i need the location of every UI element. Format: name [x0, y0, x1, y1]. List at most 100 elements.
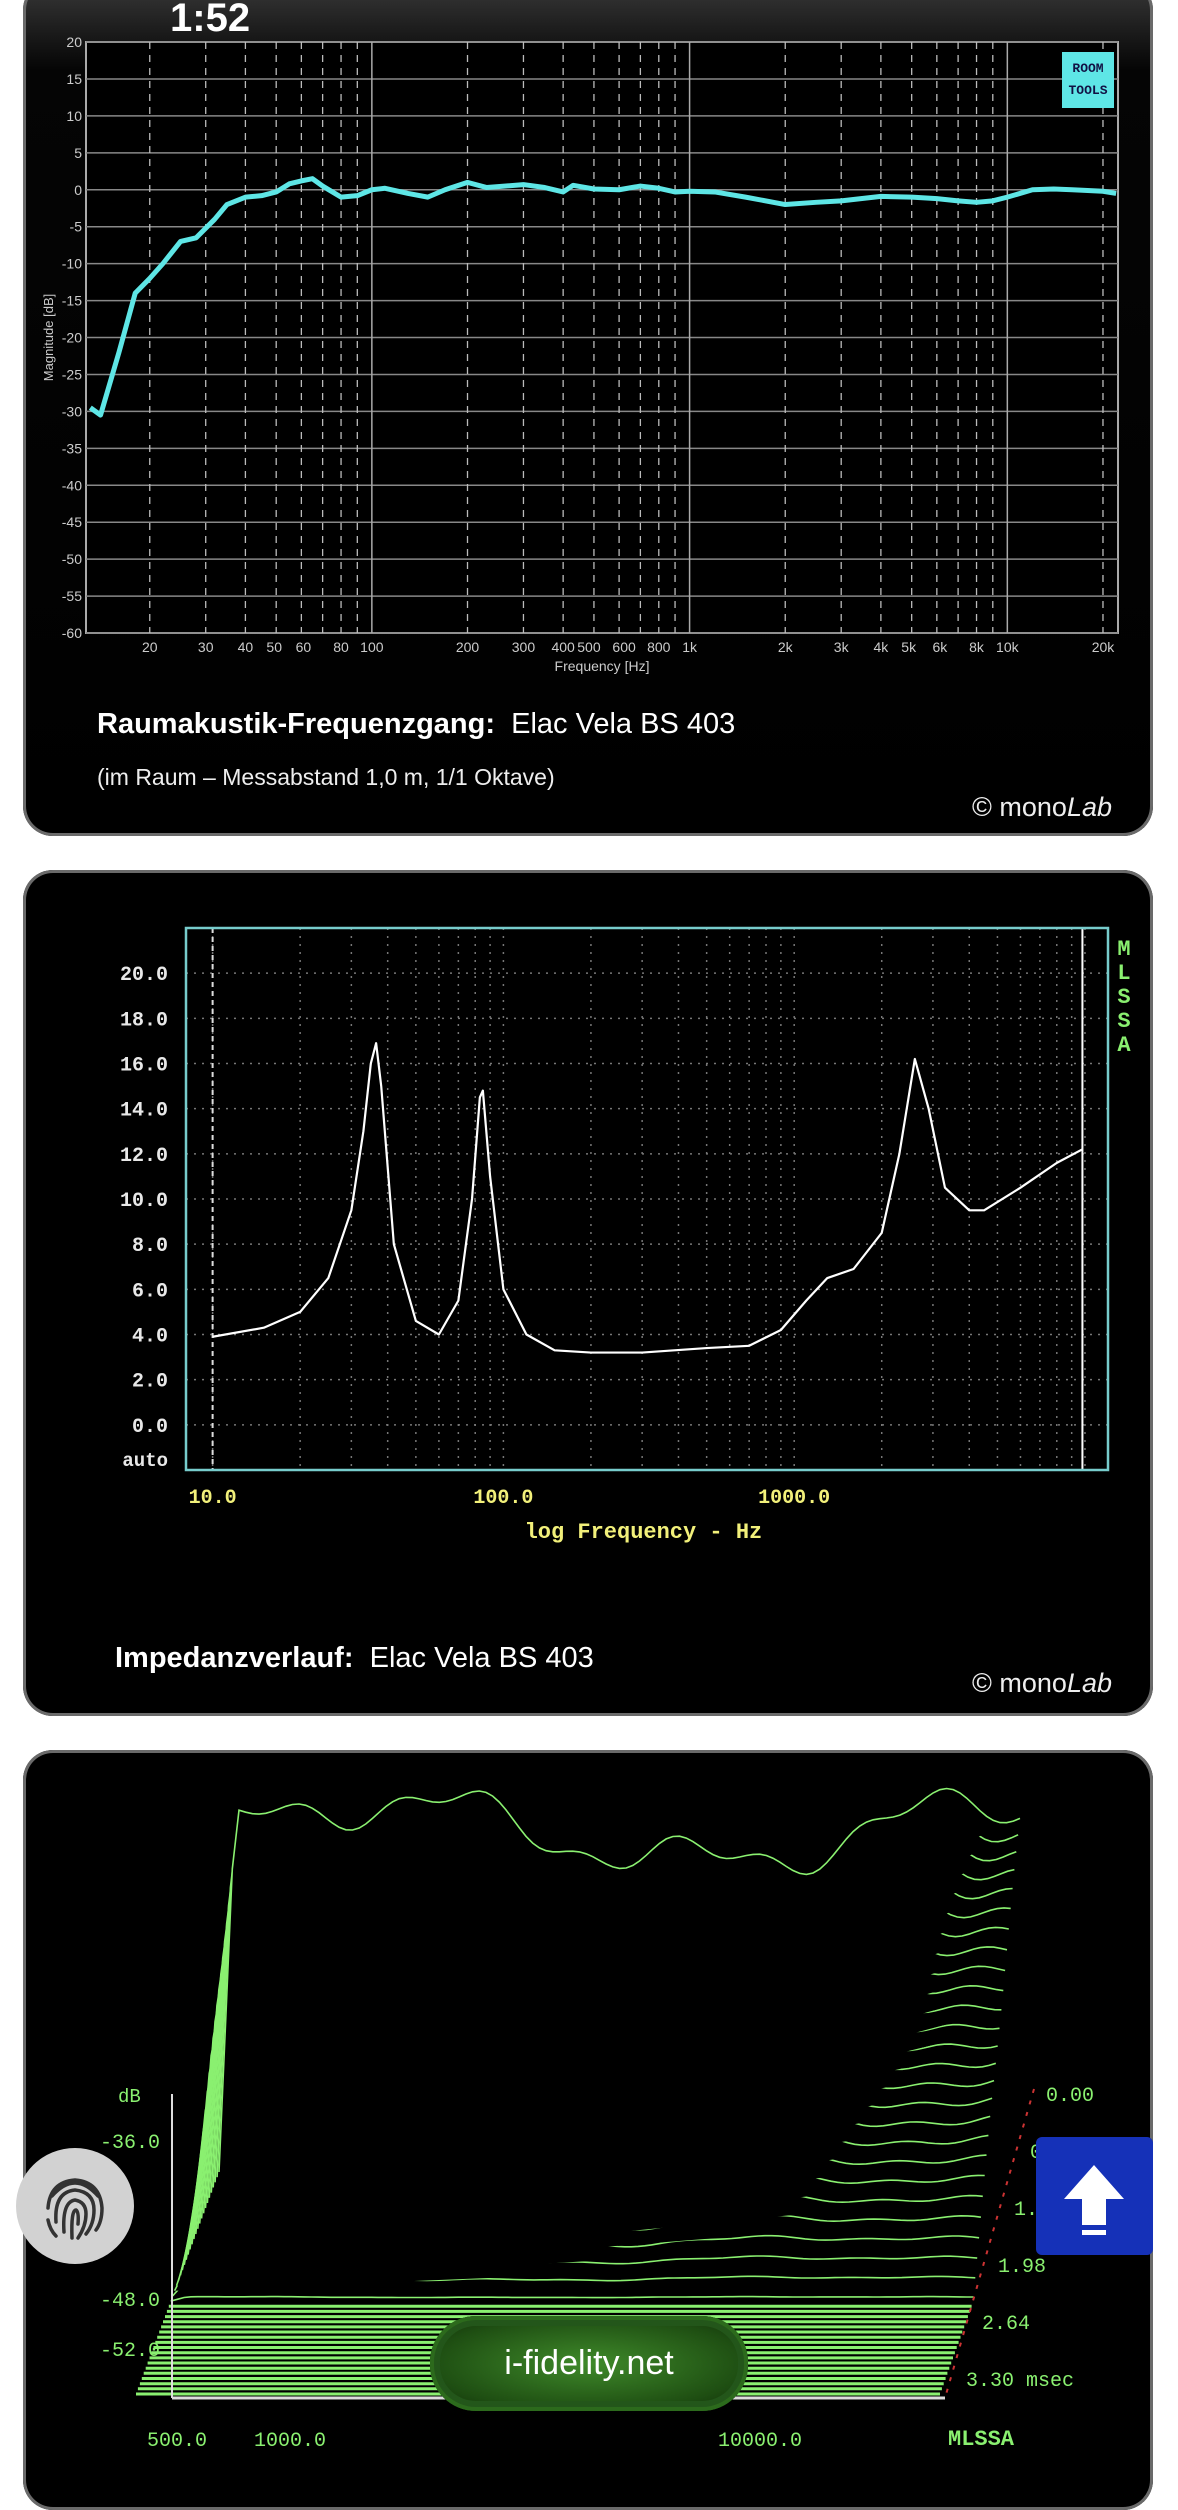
y-tick-label: -50 — [62, 551, 82, 567]
y-tick-label: -10 — [62, 256, 82, 272]
impedance-copyright: © monoLab — [972, 1668, 1112, 1699]
room-subtitle: (im Raum – Messabstand 1,0 m, 1/1 Oktave… — [97, 764, 555, 790]
x-tick-label: 200 — [456, 639, 480, 655]
x-tick-label: 1k — [682, 639, 698, 655]
time-tick-label: 2.64 — [982, 2313, 1030, 2336]
y-tick-label: -45 — [62, 514, 82, 530]
copyright-prefix: © mono — [972, 792, 1067, 822]
x-tick-label: 500 — [577, 639, 601, 655]
room-copyright: © monoLab — [972, 792, 1112, 823]
x-tick-label: 1000.0 — [254, 2430, 326, 2453]
time-tick-label: 3.30 msec — [966, 2370, 1074, 2393]
series-line — [212, 1042, 1083, 1354]
room-tools-logo — [1062, 52, 1114, 108]
x-tick-label: 6k — [932, 639, 948, 655]
y-tick-label: 10.0 — [120, 1190, 168, 1213]
logo-text: TOOLS — [1068, 83, 1107, 98]
y-tick-label: 4.0 — [132, 1326, 168, 1349]
x-tick-label: 80 — [333, 639, 349, 655]
x-tick-label: 3k — [834, 639, 850, 655]
x-tick-label: 100 — [360, 639, 384, 655]
y-tick-label: -35 — [62, 440, 82, 456]
x-tick-label: 10.0 — [189, 1487, 237, 1510]
x-tick-label: 2k — [778, 639, 794, 655]
x-tick-label: 60 — [296, 639, 312, 655]
time-axis — [944, 2088, 1035, 2399]
status-time: 1:52 — [170, 0, 251, 40]
y-tick-label: -15 — [62, 293, 82, 309]
room-caption-model: Elac Vela BS 403 — [511, 708, 736, 740]
brand-letter: S — [1117, 1009, 1130, 1034]
x-tick-label: 40 — [238, 639, 254, 655]
y-tick-label: 16.0 — [120, 1055, 168, 1078]
room-caption-title: Raumakustik-Frequenzgang: — [97, 708, 495, 740]
y-tick-label: -52.0 — [100, 2340, 160, 2363]
y-tick-label: 6.0 — [132, 1280, 168, 1303]
x-tick-label: 8k — [969, 639, 985, 655]
x-tick-label: 300 — [512, 639, 536, 655]
y-tick-label: -5 — [70, 219, 83, 235]
time-tick-label: 1.98 — [998, 2256, 1046, 2279]
x-tick-label: 100.0 — [473, 1487, 533, 1510]
charts-canvas: 20151050-5-10-15-20-25-30-35-40-45-50-55… — [41, 34, 1131, 2453]
y-tick-label: -60 — [62, 625, 82, 641]
y-tick-label: -55 — [62, 588, 82, 604]
brand-letter: S — [1117, 985, 1130, 1010]
brand-letter: A — [1117, 1033, 1131, 1058]
y-tick-label: -48.0 — [100, 2290, 160, 2313]
x-axis-label: log Frequency - Hz — [525, 1520, 763, 1545]
x-tick-label: 5k — [901, 639, 917, 655]
y-tick-label: 12.0 — [120, 1145, 168, 1168]
y-unit-label: dB — [118, 2086, 141, 2108]
fingerprint-button[interactable] — [16, 2148, 134, 2264]
y-tick-label: -36.0 — [100, 2132, 160, 2155]
y-tick-label: 15 — [66, 71, 82, 87]
brand-letter: M — [1117, 937, 1130, 962]
fingerprint-icon — [46, 2178, 104, 2240]
y-tick-label: -30 — [62, 403, 82, 419]
x-tick-label: 1000.0 — [758, 1487, 830, 1510]
y-tick-label: 20 — [66, 34, 82, 50]
copyright-italic: Lab — [1066, 1668, 1112, 1698]
plot-frame — [184, 926, 1110, 1472]
x-tick-label: 400 — [551, 639, 575, 655]
y-tick-label: 8.0 — [132, 1235, 168, 1258]
impedance-caption-model: Elac Vela BS 403 — [369, 1642, 594, 1674]
y-tick-label: 20.0 — [120, 964, 168, 987]
brand-letter: L — [1117, 961, 1130, 986]
copyright-prefix: © mono — [972, 1668, 1067, 1698]
logo-text: ROOM — [1072, 61, 1103, 76]
x-tick-label: 10000.0 — [718, 2430, 802, 2453]
x-tick-label: 30 — [198, 639, 214, 655]
site-badge[interactable]: i-fidelity.net — [430, 2316, 748, 2411]
y-tick-label: 2.0 — [132, 1371, 168, 1394]
y-tick-label: -25 — [62, 366, 82, 382]
copyright-italic: Lab — [1066, 792, 1112, 822]
x-tick-label: 4k — [873, 639, 889, 655]
y-tick-label: 18.0 — [120, 1009, 168, 1032]
y-tick-label: -20 — [62, 330, 82, 346]
decay-slice — [170, 2295, 974, 2302]
y-tick-label: 0.0 — [132, 1416, 168, 1439]
y-auto-label: auto — [122, 1450, 168, 1472]
time-tick-label: 0.00 — [1046, 2085, 1094, 2108]
y-tick-label: 5 — [74, 145, 82, 161]
decay-slice — [218, 1787, 1021, 2173]
x-axis-label: Frequency [Hz] — [555, 658, 650, 674]
x-tick-label: 600 — [612, 639, 636, 655]
x-tick-label: 50 — [266, 639, 282, 655]
y-axis-label: Magnitude [dB] — [41, 294, 56, 381]
room-caption: Raumakustik-Frequenzgang: Elac Vela BS 4… — [97, 708, 735, 741]
scroll-to-top-button[interactable] — [1036, 2137, 1153, 2255]
arrow-up-icon — [1064, 2165, 1124, 2235]
y-tick-label: 0 — [74, 182, 82, 198]
x-tick-label: 10k — [996, 639, 1020, 655]
impedance-caption-title: Impedanzverlauf: — [115, 1642, 354, 1674]
x-tick-label: 20 — [142, 639, 158, 655]
brand-label: MLSSA — [948, 2427, 1015, 2452]
y-tick-label: 14.0 — [120, 1100, 168, 1123]
y-tick-label: -40 — [62, 477, 82, 493]
impedance-caption: Impedanzverlauf: Elac Vela BS 403 — [115, 1642, 594, 1675]
impedance-card — [23, 870, 1153, 1716]
series-line — [88, 176, 1117, 418]
